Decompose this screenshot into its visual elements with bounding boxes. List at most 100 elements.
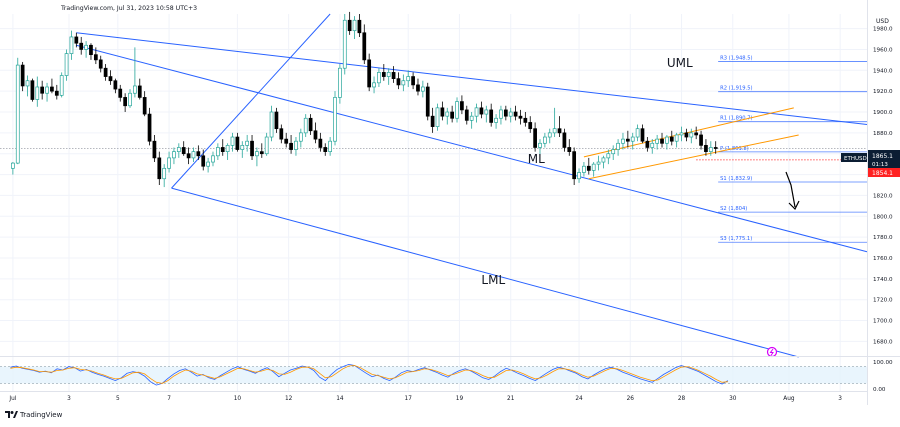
candle-body <box>484 109 489 115</box>
candles <box>11 11 718 188</box>
candle-body <box>89 44 93 56</box>
candle-body <box>240 145 245 150</box>
countdown-label: 01:13 <box>872 162 888 168</box>
logo-text: TradingView <box>19 411 63 419</box>
candle-body <box>699 134 703 146</box>
candle-body <box>191 151 196 159</box>
price-tick-label: 1820.0 <box>873 193 893 199</box>
candle-body <box>377 72 381 84</box>
pitchfork-handle <box>171 13 331 189</box>
andrews-pitchfork <box>76 13 868 358</box>
annotation-label: LML <box>481 273 505 287</box>
candle-body <box>518 115 523 119</box>
time-axis[interactable]: Jul 3 5 7 10 12 14 17 19 21 24 26 28 30 Aug 3 <box>8 396 842 402</box>
candle-body <box>582 165 586 173</box>
chart-header: TradingView.com, Jul 31, 2023 10:58 UTC+… <box>60 5 197 12</box>
candle-body <box>64 53 69 76</box>
candle-body <box>93 54 98 61</box>
candle-body <box>684 132 689 138</box>
candle-body <box>40 86 45 94</box>
candle-body <box>328 140 332 152</box>
price-tick-label: 1960.0 <box>873 47 893 53</box>
pivot-label: R2 (1,919.5) <box>720 86 752 92</box>
candle-body <box>147 113 152 142</box>
candle-body <box>269 111 274 138</box>
candle-body <box>284 138 289 144</box>
candle-body <box>591 163 596 171</box>
candle-body <box>367 59 372 88</box>
price-tick-label: 1700.0 <box>873 319 893 325</box>
pivot-label: S3 (1,775.1) <box>720 236 752 242</box>
candle-body <box>298 132 303 142</box>
candle-body <box>689 132 694 138</box>
candle-body <box>255 151 259 157</box>
candle-body <box>206 161 210 167</box>
candle-body <box>474 107 479 117</box>
candle-body <box>450 111 455 119</box>
price-tick-label: 1920.0 <box>873 89 893 95</box>
candle-body <box>503 109 508 117</box>
stochastic-tick-label: 0.00 <box>873 387 886 393</box>
price-tick-label: 1680.0 <box>873 339 893 345</box>
candle-body <box>211 155 215 163</box>
candle-body <box>308 117 313 132</box>
candle-body <box>464 109 469 121</box>
candle-body <box>352 19 357 32</box>
candle-body <box>621 138 625 144</box>
candle-body <box>20 64 25 87</box>
candle-body <box>679 132 684 136</box>
annotations: UML ML LML <box>481 56 693 287</box>
svg-text:1854.1: 1854.1 <box>872 170 893 177</box>
candle-body <box>162 167 167 180</box>
candle-body <box>704 145 708 152</box>
candle-body <box>35 86 40 100</box>
pivot-label: S2 (1,804) <box>720 206 747 212</box>
candle-body <box>401 80 406 86</box>
channel-line <box>588 134 799 180</box>
candle-body <box>25 80 30 87</box>
stochastic-pane: 100.00 0.00 <box>0 360 893 393</box>
down-arrow-icon <box>785 171 800 211</box>
stochastic-d-line <box>10 365 728 384</box>
candle-body <box>235 136 240 150</box>
candle-body <box>440 107 445 117</box>
candle-body <box>396 78 401 86</box>
lower-median-line <box>171 187 799 358</box>
candle-body <box>15 64 20 164</box>
price-tick-label: 1740.0 <box>873 277 893 283</box>
candle-body <box>606 153 611 159</box>
candle-body <box>137 85 142 98</box>
candle-body <box>533 128 537 148</box>
alert-icon[interactable] <box>766 346 778 358</box>
candle-body <box>479 107 484 115</box>
candle-body <box>176 147 181 152</box>
candle-body <box>538 142 542 148</box>
grid <box>0 14 867 391</box>
candle-body <box>157 157 162 180</box>
candle-body <box>567 147 572 152</box>
candle-body <box>69 36 74 54</box>
candle-body <box>201 155 206 167</box>
time-tick-label: 21 <box>507 396 515 402</box>
candle-body <box>59 75 64 96</box>
stochastic-k-line <box>10 363 729 386</box>
candle-body <box>333 97 337 142</box>
candle-body <box>665 136 669 144</box>
upper-median-line <box>76 32 868 126</box>
candle-body <box>523 117 528 123</box>
candle-body <box>586 165 591 171</box>
candle-body <box>152 140 157 159</box>
candle-body <box>406 76 411 82</box>
candle-body <box>250 140 254 157</box>
candle-body <box>381 72 386 77</box>
candle-body <box>645 140 650 148</box>
candle-body <box>552 128 557 134</box>
pivot-label: R3 (1,948.5) <box>720 55 752 61</box>
candle-body <box>289 142 293 150</box>
candle-body <box>445 111 450 117</box>
price-tick-label: 1880.0 <box>873 131 893 137</box>
candle-body <box>572 151 577 180</box>
candle-body <box>142 97 147 115</box>
time-tick-label: 5 <box>116 396 120 402</box>
candle-body <box>338 67 342 98</box>
